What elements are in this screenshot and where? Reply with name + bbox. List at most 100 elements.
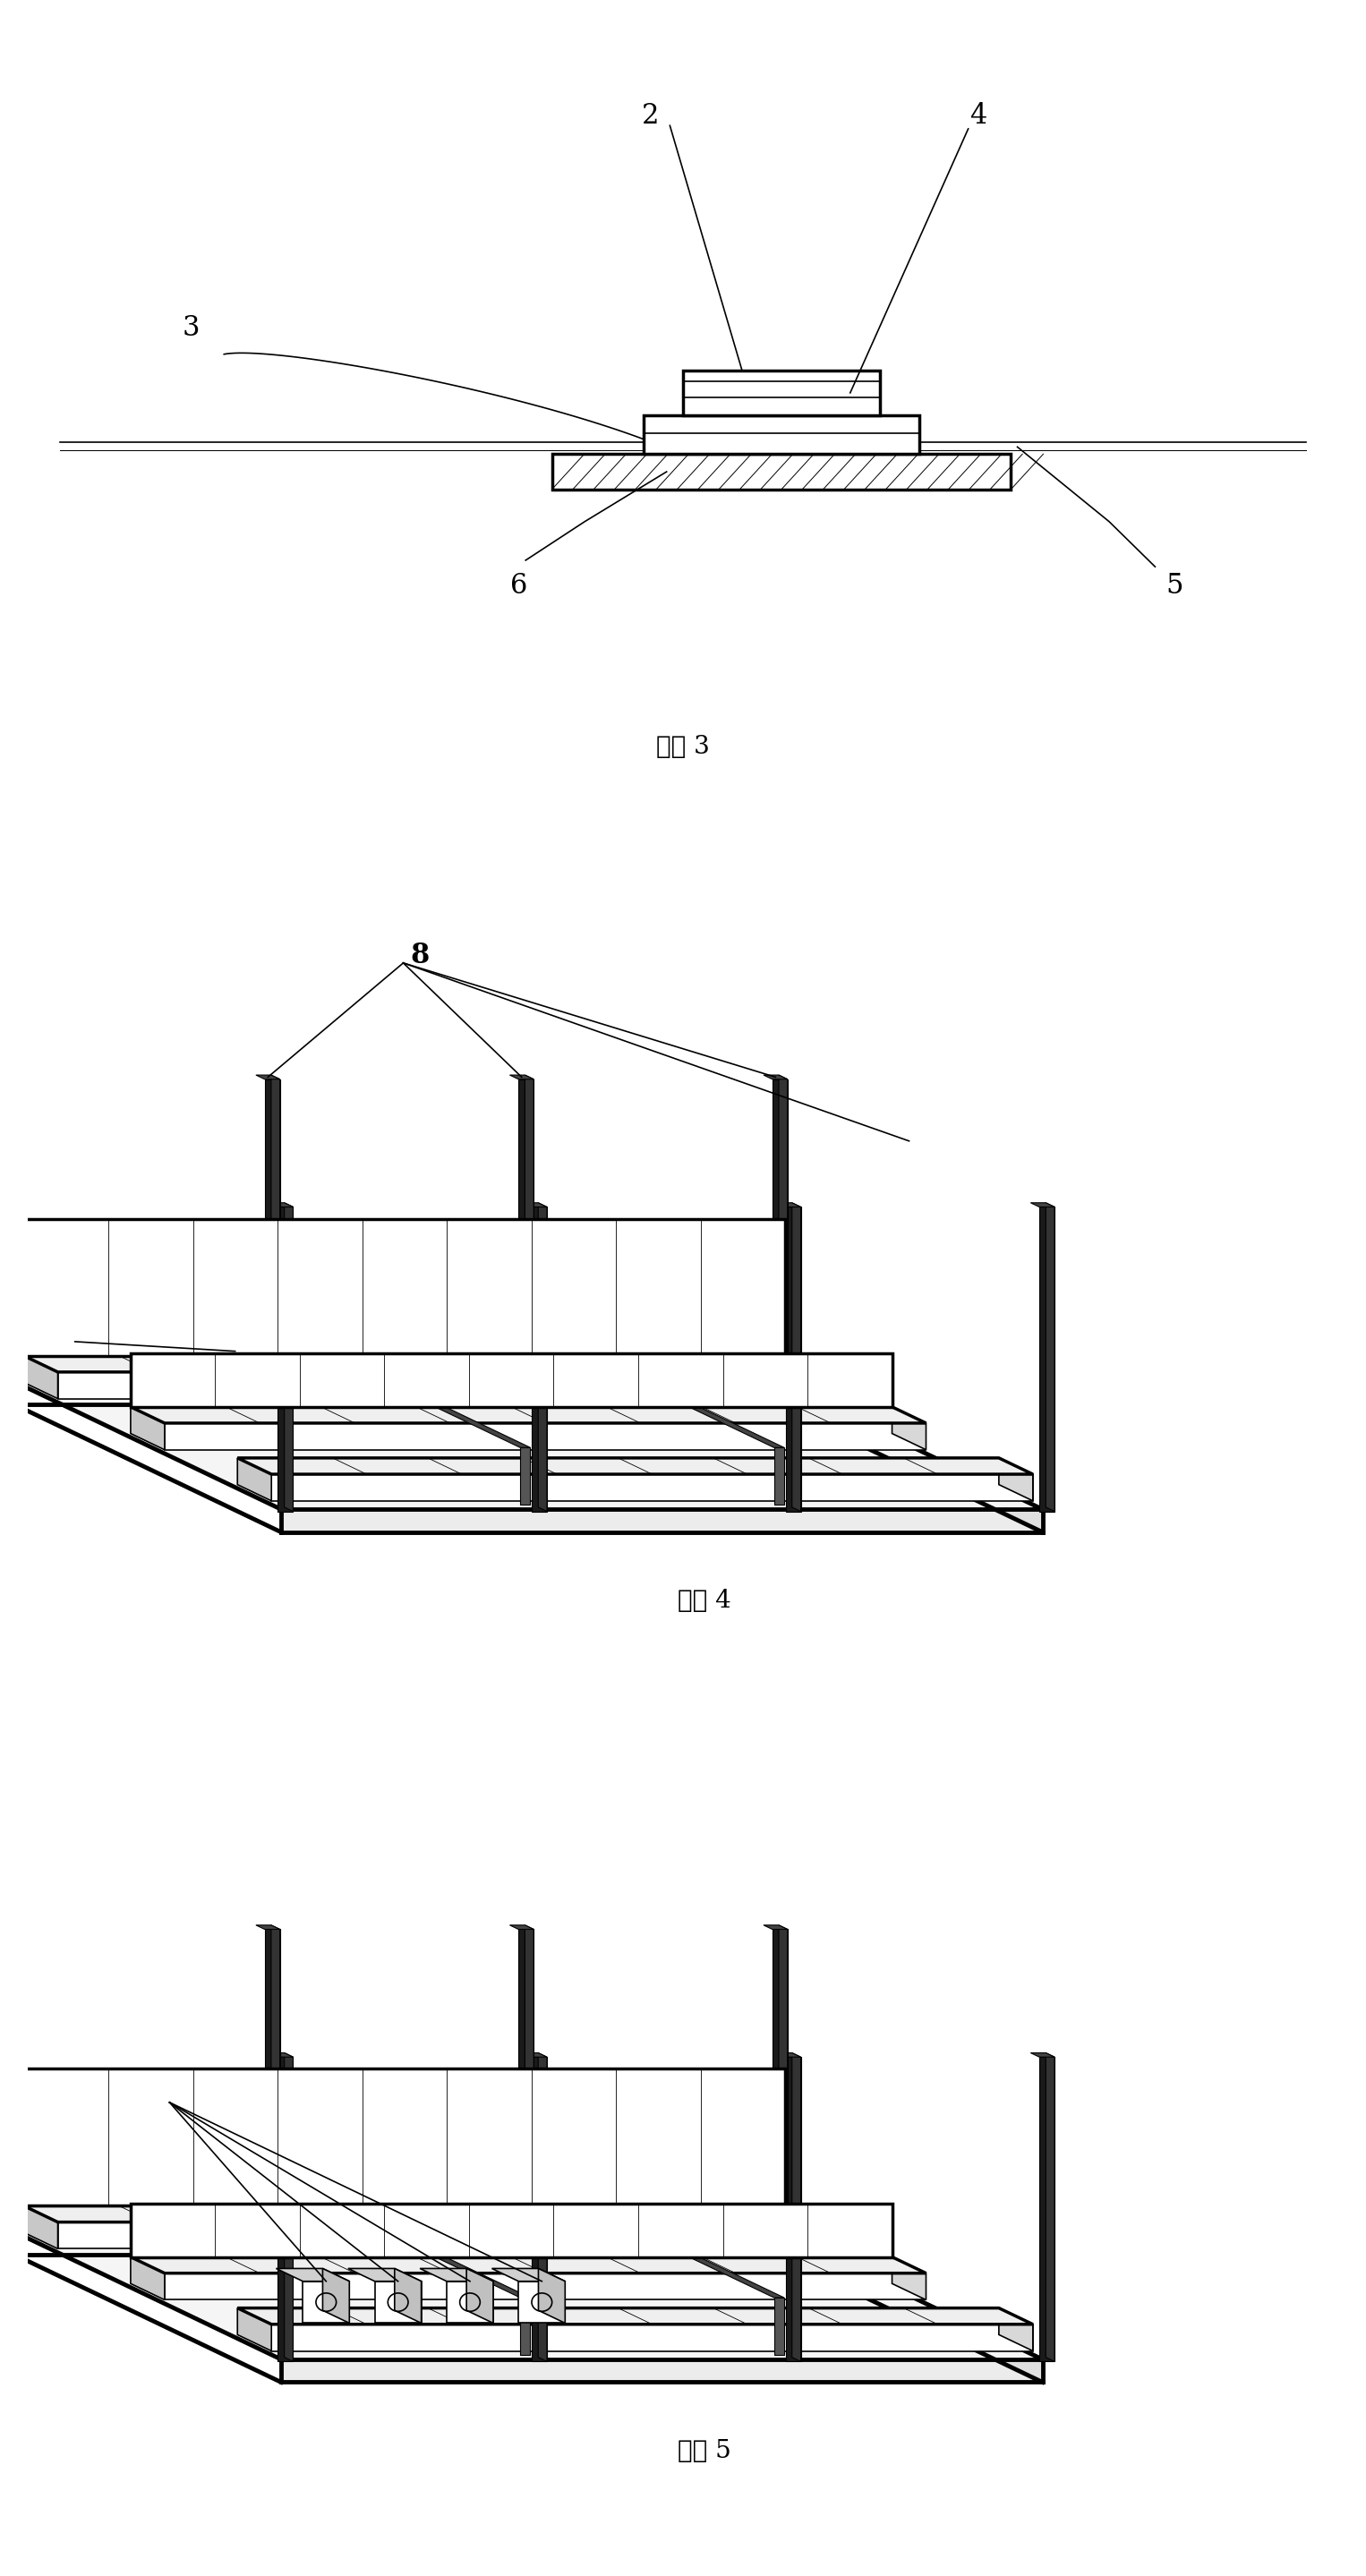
Polygon shape [281, 1510, 1042, 1533]
Text: 附图 3: 附图 3 [656, 734, 710, 760]
Polygon shape [276, 2269, 350, 2282]
Polygon shape [273, 1329, 530, 1448]
Polygon shape [277, 2058, 294, 2362]
Polygon shape [1030, 1203, 1055, 1208]
Bar [683, 371, 880, 415]
Polygon shape [776, 1381, 1042, 1533]
Polygon shape [777, 1203, 800, 1208]
Polygon shape [520, 1448, 530, 1504]
Polygon shape [531, 1208, 546, 1512]
Polygon shape [265, 1929, 280, 2233]
Polygon shape [764, 1074, 787, 1079]
Polygon shape [23, 1218, 785, 1355]
Polygon shape [284, 1203, 294, 1512]
Polygon shape [255, 1924, 280, 1929]
Polygon shape [322, 2269, 350, 2324]
Polygon shape [1046, 2053, 1055, 2362]
Polygon shape [270, 1074, 280, 1383]
Polygon shape [131, 2202, 892, 2257]
Polygon shape [269, 2053, 294, 2058]
Polygon shape [519, 2282, 566, 2324]
Polygon shape [303, 2282, 350, 2324]
Text: 6: 6 [511, 572, 527, 600]
Polygon shape [131, 1352, 892, 1406]
Polygon shape [892, 2257, 926, 2300]
Polygon shape [131, 1406, 926, 1422]
Polygon shape [238, 2308, 1033, 2324]
Polygon shape [526, 2179, 784, 2298]
Polygon shape [270, 1924, 280, 2233]
Text: 8: 8 [411, 940, 430, 969]
Polygon shape [999, 1458, 1033, 1502]
Text: 9: 9 [148, 2076, 167, 2105]
Polygon shape [510, 1074, 534, 1079]
Polygon shape [999, 2308, 1033, 2352]
Polygon shape [526, 1329, 784, 1448]
Polygon shape [785, 1208, 800, 1512]
Polygon shape [238, 1458, 272, 1502]
Polygon shape [764, 1924, 787, 1929]
Polygon shape [23, 2205, 820, 2223]
Polygon shape [3, 1924, 26, 1929]
Polygon shape [11, 1929, 26, 2233]
Polygon shape [1030, 2053, 1055, 2058]
Polygon shape [538, 2269, 566, 2324]
Text: 5: 5 [1167, 572, 1183, 600]
Polygon shape [23, 2205, 57, 2249]
Polygon shape [131, 2257, 164, 2300]
Polygon shape [23, 1355, 57, 1399]
Polygon shape [273, 2179, 530, 2298]
Polygon shape [281, 2360, 1042, 2383]
Text: 附图 4: 附图 4 [678, 1589, 731, 1613]
Polygon shape [538, 1203, 546, 1512]
Polygon shape [785, 2058, 800, 2362]
Polygon shape [510, 1924, 534, 1929]
Polygon shape [785, 1355, 820, 1399]
Polygon shape [272, 2324, 1033, 2352]
Polygon shape [772, 1929, 787, 2233]
Polygon shape [11, 1079, 26, 1383]
Polygon shape [57, 2223, 820, 2249]
Polygon shape [131, 2257, 926, 2272]
Polygon shape [419, 2269, 493, 2282]
Polygon shape [238, 1458, 1033, 1473]
Polygon shape [538, 2053, 546, 2362]
Polygon shape [255, 1074, 280, 1079]
Text: 4: 4 [970, 103, 986, 129]
Polygon shape [525, 1924, 534, 2233]
Polygon shape [374, 2282, 421, 2324]
Polygon shape [14, 1381, 1042, 1510]
Polygon shape [395, 2269, 421, 2324]
Polygon shape [164, 2272, 926, 2300]
Bar [552, 453, 1011, 489]
Polygon shape [519, 1079, 534, 1383]
Polygon shape [792, 1203, 800, 1512]
Polygon shape [525, 1074, 534, 1383]
Text: 2: 2 [642, 103, 658, 129]
Polygon shape [131, 1406, 164, 1450]
Polygon shape [284, 2053, 294, 2362]
Polygon shape [265, 1079, 280, 1383]
Polygon shape [269, 1203, 294, 1208]
Polygon shape [57, 1373, 820, 1399]
Polygon shape [14, 2231, 1042, 2360]
Polygon shape [23, 1355, 820, 1373]
Polygon shape [892, 1406, 926, 1450]
Polygon shape [523, 2053, 546, 2058]
Polygon shape [277, 1208, 294, 1512]
Polygon shape [1046, 1203, 1055, 1512]
Polygon shape [772, 1079, 787, 1383]
Polygon shape [779, 1074, 787, 1383]
Polygon shape [23, 2069, 785, 2205]
Polygon shape [18, 1074, 26, 1383]
Polygon shape [523, 1203, 546, 1208]
Polygon shape [531, 2058, 546, 2362]
Polygon shape [776, 2231, 1042, 2383]
Text: 7: 7 [40, 1319, 59, 1347]
Polygon shape [775, 1448, 784, 1504]
Polygon shape [775, 2298, 784, 2354]
Polygon shape [792, 2053, 800, 2362]
Polygon shape [447, 2282, 493, 2324]
Polygon shape [779, 1924, 787, 2233]
Polygon shape [1040, 2058, 1055, 2362]
